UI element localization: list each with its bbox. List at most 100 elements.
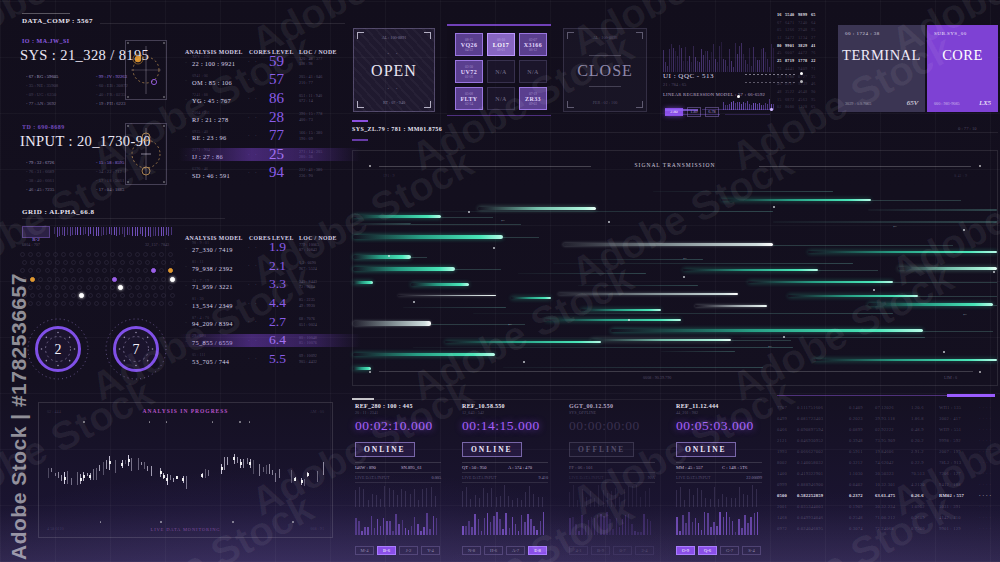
candle-body — [80, 478, 82, 481]
regression-chip[interactable]: 1.89 — [687, 107, 701, 117]
num-row: 734441940971 — [777, 66, 821, 74]
close-panel-rule-bottom — [589, 86, 622, 87]
timer-tag[interactable]: S-4 — [742, 546, 761, 555]
hist-bar — [478, 519, 480, 535]
hist-bar — [395, 514, 397, 534]
timer-tag[interactable]: G-7 — [720, 546, 739, 555]
hist-bar — [650, 521, 652, 534]
matrix-dot — [94, 301, 99, 306]
signal-streak — [353, 267, 455, 271]
terminal-panel[interactable]: 00 : 1724 : 38 TERMINAL 3029 : 0.0.7065 … — [838, 25, 925, 112]
analysis-row[interactable]: –98 : 9 : 0127_330 / 7419· ·1.9779 : 100… — [185, 238, 347, 257]
timer-tag[interactable]: O-9 — [676, 546, 695, 555]
ghost-bar — [640, 497, 641, 507]
timer-tag[interactable]: 2-4 — [635, 546, 654, 555]
candle — [71, 478, 72, 485]
analysis-row[interactable]: –XPV : 33222 : 100 : 9921· ·59120 : 46 :… — [185, 52, 347, 71]
ghost-bar — [697, 488, 698, 506]
analysis-row[interactable]: –81 : 1179_938 / 2392· ·2.11.2 : 6690967… — [185, 257, 347, 276]
analysis-row[interactable]: –0941 : 06OM : 85 : 106· ·57205 : 41 : 0… — [185, 71, 347, 90]
candle — [58, 472, 59, 477]
mode-button-na[interactable]: N/A — [487, 60, 515, 83]
status-chip[interactable]: ONLINE — [462, 442, 522, 457]
matrix-dot — [153, 293, 158, 298]
hist-bar — [606, 512, 608, 534]
timer-tag[interactable]: 4-1 — [569, 546, 588, 555]
signal-dot — [993, 271, 995, 273]
timer-tag[interactable]: Y-4 — [421, 546, 440, 555]
spectrum-bar — [759, 60, 760, 72]
status-chip[interactable]: OFFLINE — [569, 442, 634, 457]
analysis-row[interactable]: –87 : 4 : 7094_209 / 8394· ·2.768 : 7076… — [185, 312, 347, 331]
timer-section-rule-bright — [352, 398, 374, 400]
mode-button-zr33[interactable]: 07-19ZR3309-03 — [519, 87, 547, 110]
mode-button-vq26[interactable]: 08-15VQ2604-22 — [455, 33, 483, 56]
analysis-row[interactable]: –7004 : 301RJ : 21 : 278· ·28390 : 15 : … — [185, 108, 347, 127]
hist-bar — [505, 513, 507, 534]
status-chip[interactable]: ONLINE — [676, 442, 736, 457]
timer-tag[interactable]: N-8 — [462, 546, 481, 555]
analysis-row[interactable]: –0935 : 40RE : 23 : 96· ·77166 : 15 : 38… — [185, 126, 347, 145]
hist-bar — [676, 517, 678, 534]
progress-bar-2 — [702, 109, 770, 110]
status-chip[interactable]: ONLINE — [355, 442, 415, 457]
analysis-row[interactable]: –29 : 66075_855 / 6559· ·6.480 : 1004885… — [185, 331, 347, 350]
waveform-corner-tr: AM : 00 — [310, 409, 324, 414]
hist-bar — [433, 516, 435, 535]
timer-tag[interactable]: H-6 — [484, 546, 503, 555]
mode-button-uv72[interactable]: 03-30UV7201-56 — [455, 60, 483, 83]
timer-tag[interactable]: B-6 — [377, 546, 396, 555]
analysis-row[interactable]: –34 : 7 : 1971_959 / 3221· ·3.3345 : 844… — [185, 275, 347, 294]
candle — [170, 475, 171, 480]
candle — [55, 473, 56, 477]
mode-button-lo17[interactable]: 06-10LO1708-01 — [487, 33, 515, 56]
matrix-dot — [135, 268, 140, 273]
matrix-dot — [112, 293, 117, 298]
timer-tag[interactable]: J-2 — [399, 546, 418, 555]
timer-tag[interactable]: M-4 — [355, 546, 374, 555]
mode-button-x3166[interactable]: 02-07X316606-12 — [519, 33, 547, 56]
timer-tag[interactable]: Q-6 — [698, 546, 717, 555]
analysis-row[interactable]: –7241 : 88YG : 45 : 767· ·86051 : 11 : 9… — [185, 89, 347, 108]
spectrum-bar — [681, 48, 682, 72]
analysis-row[interactable]: –6390 : 46SD : 46 : 591· ·94222 : 41 : 3… — [185, 164, 347, 183]
analysis-row[interactable]: –05 : 11153_705 / 744· ·5.509 : 10092905… — [185, 350, 347, 369]
r2-tick — [57, 227, 58, 237]
signal-transmission-panel: SIGNAL TRANSMISSION 191 : 9 8 41 : 9 ⌐⌐⌐… — [352, 150, 998, 386]
timer-tag[interactable]: 0-7 — [613, 546, 632, 555]
core-panel[interactable]: SUB.SYS_00 CORE 000 : 981-9085 LX5 — [927, 25, 998, 112]
live-data-value: 0.005 — [432, 475, 441, 480]
mode-button-na[interactable]: N/A — [519, 60, 547, 83]
header-rule — [100, 23, 345, 24]
ghost-bar — [577, 500, 578, 506]
analysis-row[interactable]: –81 : 3013_534 / 2349· ·4.485 : 223549 :… — [185, 294, 347, 313]
regression-chip[interactable]: 6.78 — [705, 107, 719, 117]
r2-tick — [142, 227, 143, 236]
log-row: 04660.0908975940.089902.922220.48.9WH9 :… — [777, 424, 997, 435]
r2-tick — [132, 227, 133, 236]
timer-tag[interactable]: B-9 — [591, 546, 610, 555]
signal-streak — [353, 367, 371, 370]
hist-bar — [414, 517, 416, 534]
matrix-dot — [168, 301, 173, 306]
r2-tick — [62, 227, 63, 235]
signal-streak — [353, 353, 495, 356]
open-panel[interactable]: AL : 100-8891 - - OPEN - - RT : 07 - 940 — [353, 28, 435, 112]
open-label: OPEN — [354, 62, 434, 80]
timer-tag[interactable]: A-7 — [506, 546, 525, 555]
timer-tags: O-9Q-6G-7S-4 — [676, 538, 764, 556]
spectrum-bar — [679, 45, 680, 72]
analysis-row[interactable]: –2271 : 904IJ : 27 : 86· ·25271 : 14 : 2… — [185, 145, 347, 164]
r2-chip[interactable]: R-2 — [22, 226, 50, 238]
close-panel[interactable]: AL : 100-8895 CLOSE PER : 02 : 100 — [563, 28, 647, 112]
r2-tick — [122, 227, 123, 234]
mode-button-na[interactable]: N/A — [487, 87, 515, 110]
matrix-dot — [102, 285, 107, 290]
ui-qqc-sub: 21 : 784 : 65 — [663, 82, 686, 87]
timer-tag[interactable]: E-8 — [528, 546, 547, 555]
signal-streak — [748, 281, 893, 283]
signal-streak — [473, 313, 893, 314]
open-panel-top-label: AL : 100-8891 — [354, 35, 434, 40]
candle — [275, 473, 276, 482]
mode-button-flty[interactable]: 05-08FLTY02-34 — [455, 87, 483, 110]
